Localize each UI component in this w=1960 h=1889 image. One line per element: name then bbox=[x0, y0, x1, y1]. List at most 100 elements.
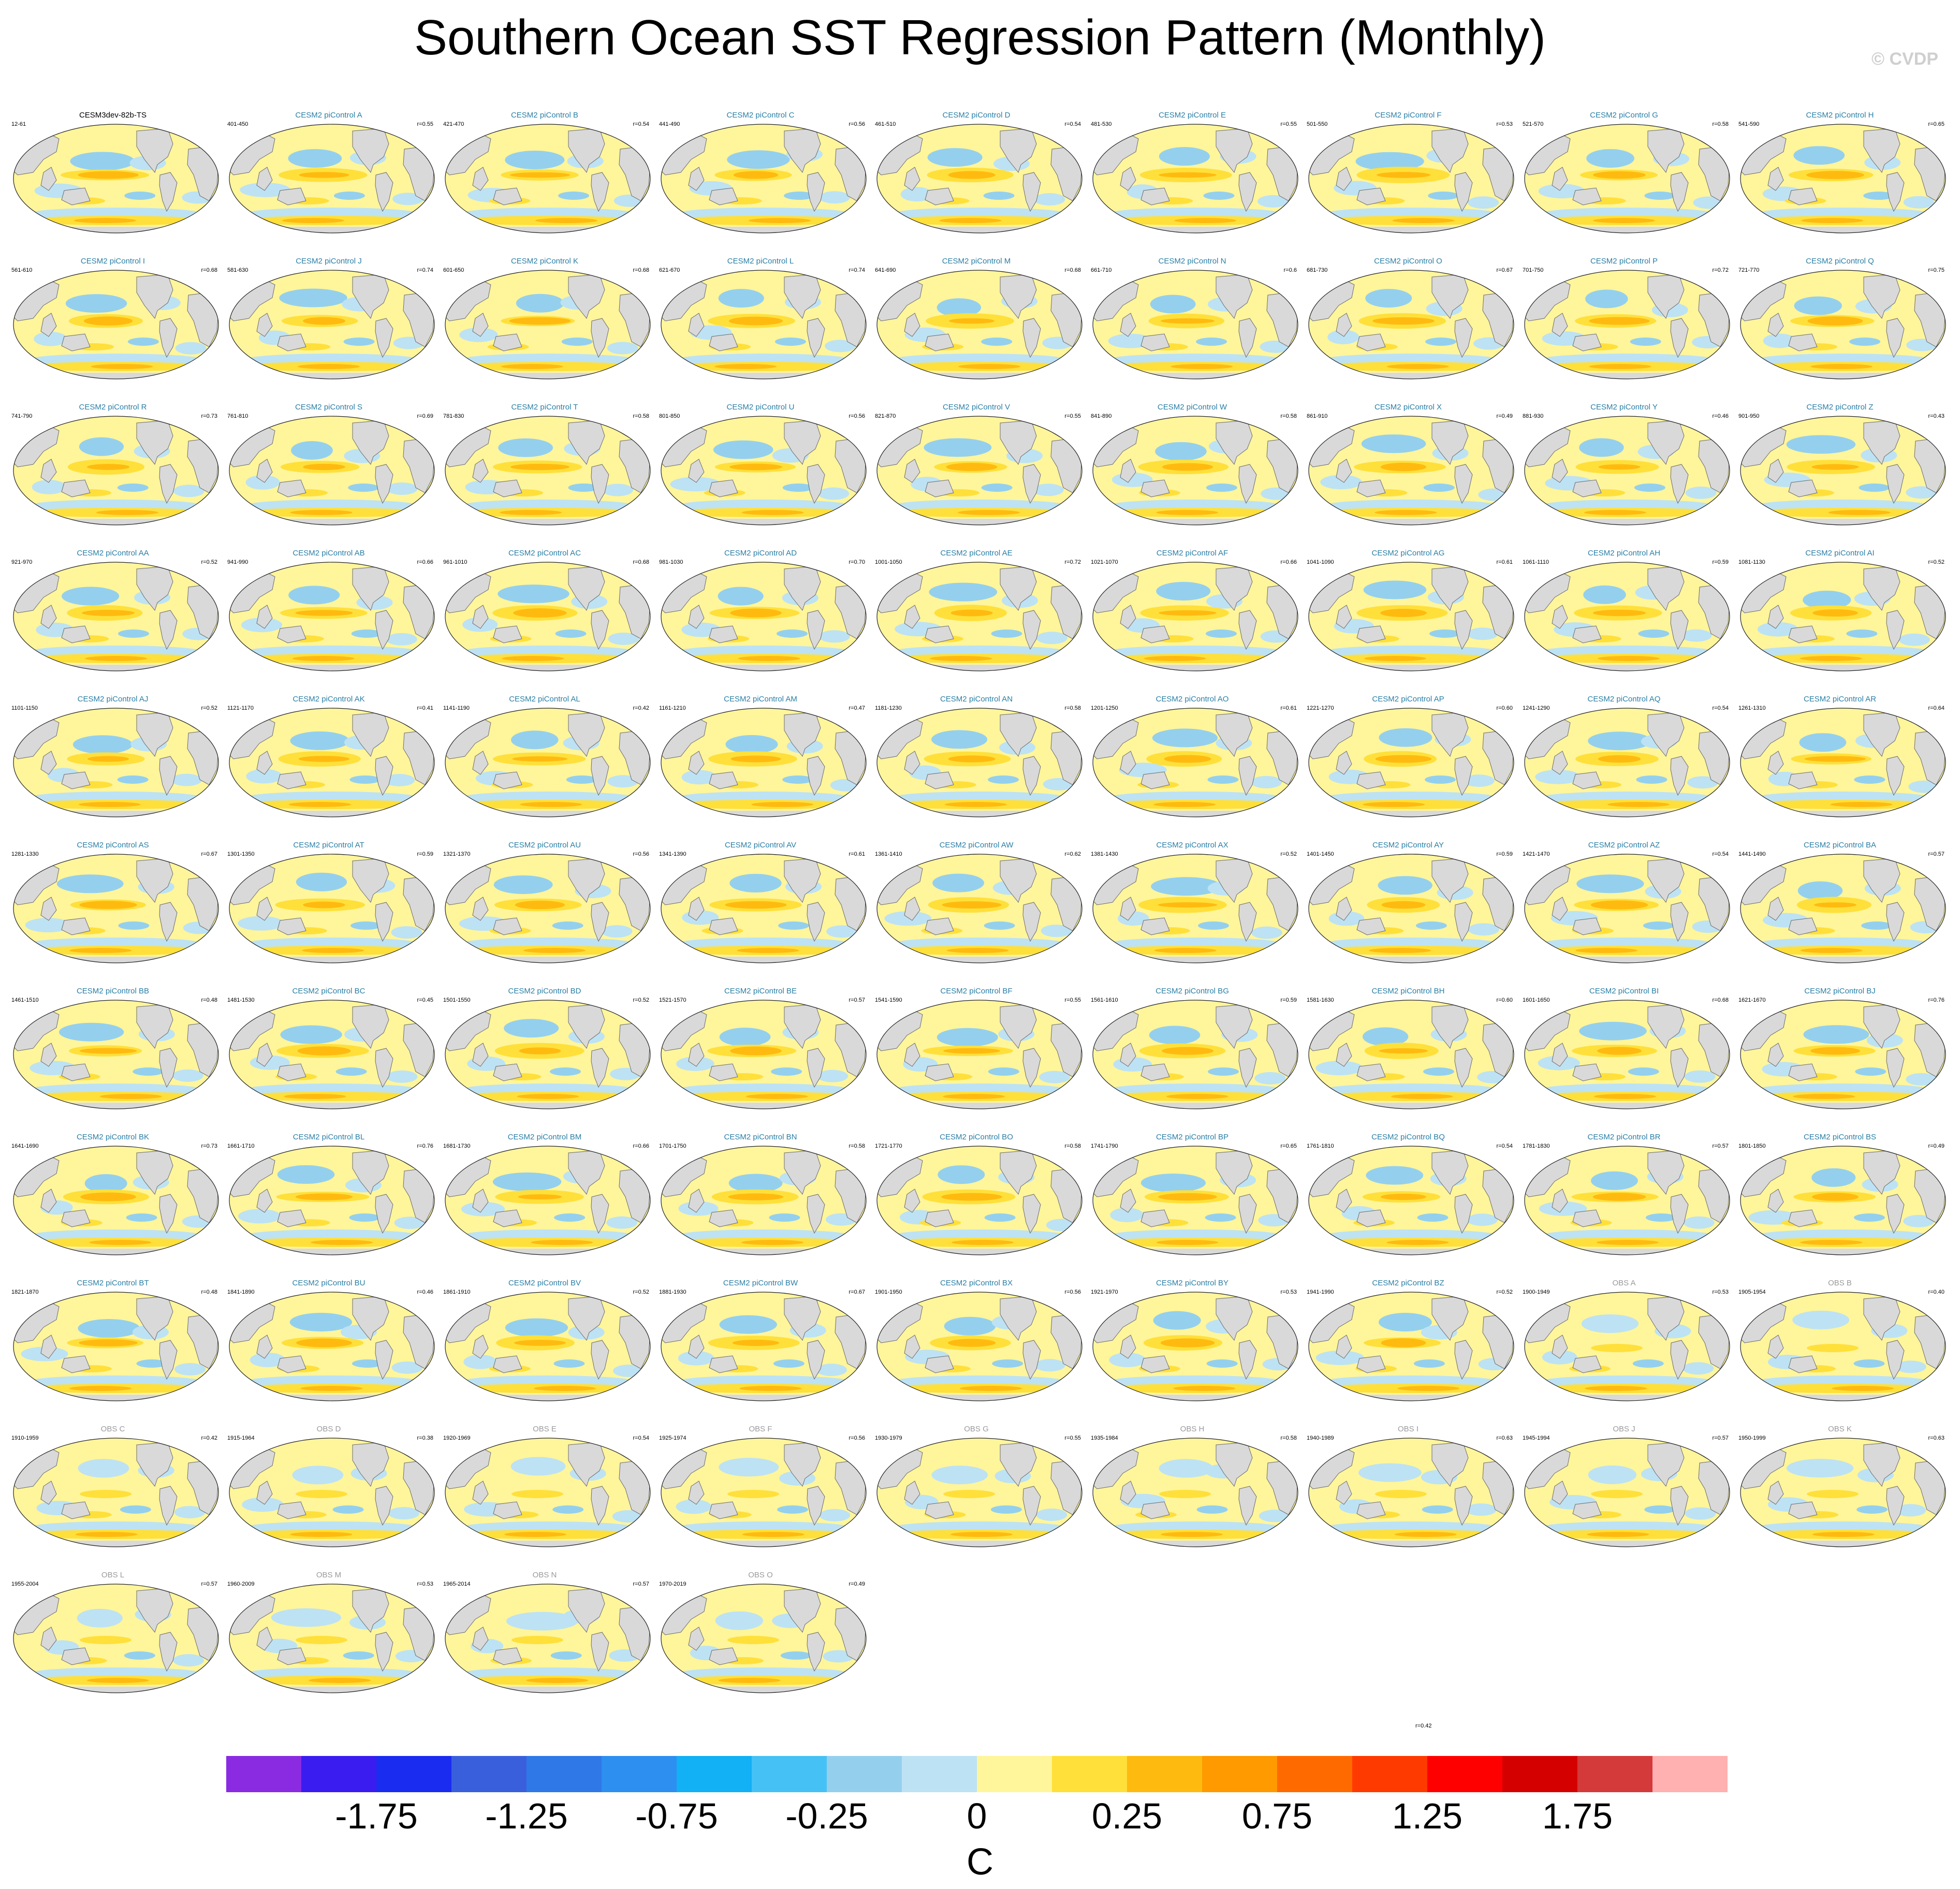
sst-anomaly-patch bbox=[1853, 1213, 1885, 1222]
panel-title: CESM2 piControl Z bbox=[1806, 403, 1874, 412]
regression-map bbox=[1308, 1292, 1514, 1401]
map-panel: CESM2 piControl AV 1341-1390 r=0.61 bbox=[653, 833, 868, 968]
antarctica bbox=[661, 519, 866, 525]
sst-anomaly-patch bbox=[1363, 802, 1425, 807]
map-outline bbox=[661, 1292, 867, 1401]
sst-anomaly-patch bbox=[1590, 900, 1648, 910]
panel-period: 1521-1570 bbox=[659, 997, 686, 1003]
sst-anomaly-patch bbox=[780, 1651, 812, 1660]
south-america-land bbox=[1454, 756, 1473, 796]
panel-period: 941-990 bbox=[227, 559, 248, 565]
panel-pattern-correlation: r=0.52 bbox=[1928, 559, 1945, 565]
panel-period: 1221-1270 bbox=[1307, 705, 1334, 711]
panel-period: 401-450 bbox=[227, 121, 248, 127]
map-outline bbox=[13, 1146, 219, 1255]
sst-anomaly-patch bbox=[1895, 1504, 1926, 1517]
maritime-continent-land bbox=[472, 167, 489, 191]
panel-pattern-correlation: r=0.61 bbox=[1496, 559, 1513, 565]
panel-title: OBS B bbox=[1828, 1279, 1852, 1287]
antarctica bbox=[229, 665, 434, 671]
sst-anomaly-patch bbox=[504, 1532, 567, 1537]
north-america-land bbox=[1000, 1004, 1037, 1049]
maritime-continent-land bbox=[688, 1481, 705, 1505]
sst-anomaly-patch bbox=[1828, 510, 1891, 515]
south-america-land bbox=[1238, 464, 1257, 504]
australia-land bbox=[61, 625, 91, 643]
maritime-continent-land bbox=[904, 1335, 920, 1359]
map-outline bbox=[1740, 854, 1946, 963]
maritime-continent-land bbox=[256, 605, 273, 629]
sst-anomaly-patch bbox=[670, 477, 721, 492]
panel-period: 1900-1949 bbox=[1523, 1289, 1550, 1295]
map-outline bbox=[876, 562, 1083, 671]
sst-anomaly-patch bbox=[288, 802, 351, 807]
south-america-land bbox=[1670, 318, 1689, 358]
map-panel: OBS G 1930-1979 r=0.55 bbox=[869, 1417, 1084, 1552]
panel-pattern-correlation: r=0.62 bbox=[1064, 851, 1081, 857]
sst-anomaly-patch bbox=[1903, 196, 1935, 209]
sst-anomaly-patch bbox=[943, 1490, 995, 1498]
regression-map bbox=[1740, 708, 1946, 817]
sst-anomaly-patch bbox=[558, 192, 590, 200]
maritime-continent-land bbox=[1336, 459, 1352, 483]
antarctica bbox=[13, 665, 218, 671]
panel-pattern-correlation: r=0.58 bbox=[1712, 121, 1729, 127]
colorbar-swatch bbox=[977, 1756, 1052, 1792]
colorbar-tick-label: 0.25 bbox=[1091, 1796, 1163, 1836]
south-america-land bbox=[591, 1194, 609, 1234]
sst-anomaly-patch bbox=[295, 1193, 353, 1200]
regression-map bbox=[445, 562, 651, 671]
north-america-land bbox=[568, 858, 605, 903]
north-america-land bbox=[352, 858, 389, 903]
regression-map bbox=[1092, 1146, 1298, 1255]
sst-anomaly-patch bbox=[1644, 192, 1676, 200]
sst-anomaly-patch bbox=[1151, 877, 1222, 896]
sst-anomaly-patch bbox=[729, 873, 782, 892]
sst-anomaly-patch bbox=[349, 775, 381, 784]
sst-anomaly-patch bbox=[1413, 1359, 1445, 1368]
regression-map bbox=[1092, 562, 1298, 671]
panel-period: 1960-2009 bbox=[227, 1581, 255, 1587]
south-america-land bbox=[1670, 1194, 1689, 1234]
antarctica bbox=[661, 373, 866, 379]
panel-title: CESM2 piControl AM bbox=[724, 695, 797, 704]
regression-map bbox=[1524, 562, 1730, 671]
map-outline bbox=[876, 1438, 1083, 1547]
panel-title: CESM2 piControl A bbox=[295, 111, 362, 120]
antarctica bbox=[877, 811, 1082, 817]
map-outline bbox=[1524, 1292, 1730, 1401]
north-america-land bbox=[568, 1150, 605, 1195]
regression-map bbox=[876, 854, 1083, 963]
sst-anomaly-patch bbox=[1378, 876, 1432, 895]
north-america-land bbox=[352, 128, 389, 173]
map-panel: OBS B 1905-1954 r=0.40 bbox=[1732, 1271, 1948, 1406]
panel-pattern-correlation: r=0.54 bbox=[633, 121, 650, 127]
australia-land bbox=[493, 187, 522, 206]
sst-anomaly-patch bbox=[96, 510, 158, 515]
south-america-land bbox=[375, 1632, 393, 1672]
south-america-land bbox=[1670, 1486, 1689, 1526]
panel-period: 961-1010 bbox=[443, 559, 467, 565]
maritime-continent-land bbox=[1552, 313, 1568, 337]
maritime-continent-land bbox=[1767, 1189, 1784, 1213]
antarctica bbox=[445, 811, 650, 817]
panel-pattern-correlation: r=0.65 bbox=[1280, 1143, 1297, 1149]
australia-land bbox=[1572, 333, 1602, 352]
sst-anomaly-patch bbox=[924, 438, 992, 457]
maritime-continent-land bbox=[688, 605, 705, 629]
panel-title: CESM2 piControl Q bbox=[1806, 257, 1874, 266]
south-america-land bbox=[591, 610, 609, 650]
sst-anomaly-patch bbox=[927, 148, 983, 167]
panel-pattern-correlation: r=0.46 bbox=[417, 1289, 434, 1295]
panel-pattern-correlation: r=0.59 bbox=[1280, 997, 1297, 1003]
sst-anomaly-patch bbox=[78, 802, 141, 807]
sst-anomaly-patch bbox=[1799, 733, 1847, 752]
map-outline bbox=[1308, 708, 1514, 817]
panel-period: 1901-1950 bbox=[875, 1289, 902, 1295]
sst-anomaly-patch bbox=[1257, 195, 1289, 208]
colorbar-swatch bbox=[1502, 1756, 1578, 1792]
panel-title: CESM2 piControl BU bbox=[292, 1279, 365, 1287]
north-america-land bbox=[1216, 1150, 1253, 1195]
sst-anomaly-patch bbox=[1377, 172, 1430, 178]
panel-period: 1161-1210 bbox=[659, 705, 686, 711]
